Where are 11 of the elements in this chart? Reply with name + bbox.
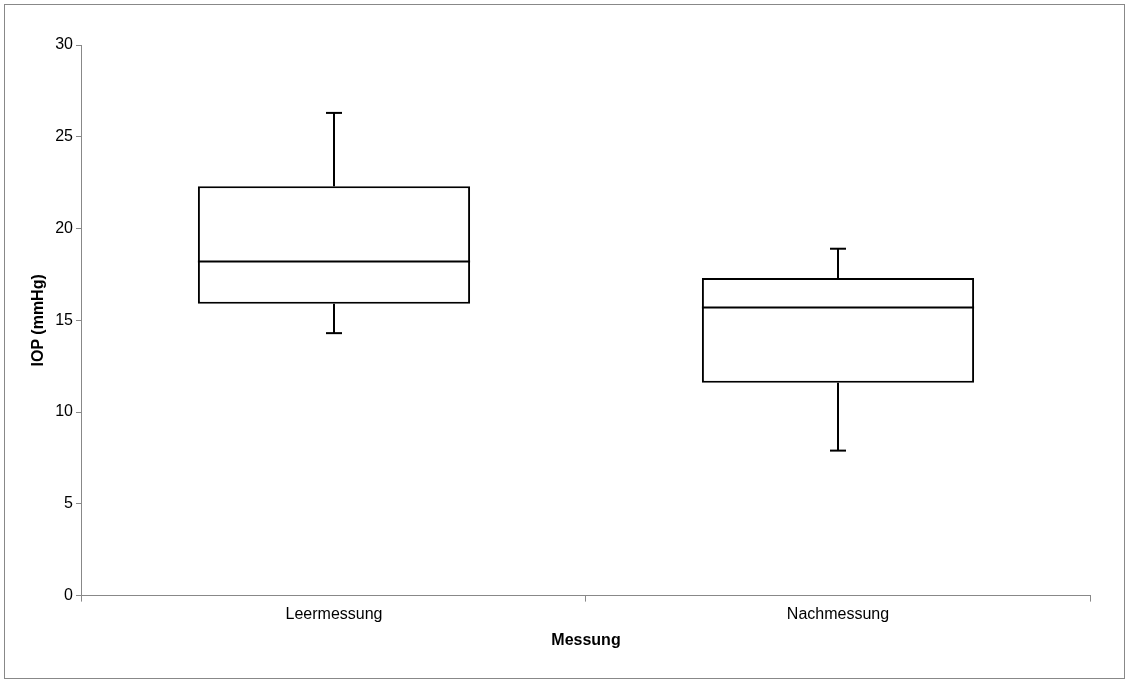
y-tick-label: 15: [55, 310, 74, 328]
y-tick-label: 0: [64, 586, 74, 604]
y-tick-label: 25: [55, 127, 74, 145]
y-tick-label: 20: [55, 218, 74, 236]
y-axis-title: IOP (mmHg): [29, 274, 47, 367]
x-tick-label: Leermessung: [285, 604, 383, 622]
x-tick-label: Nachmessung: [786, 604, 890, 622]
y-tick-label: 5: [64, 494, 74, 512]
y-tick-label: 30: [55, 35, 74, 53]
y-tick-label: 10: [55, 402, 74, 420]
x-axis-title: Messung: [551, 630, 621, 648]
